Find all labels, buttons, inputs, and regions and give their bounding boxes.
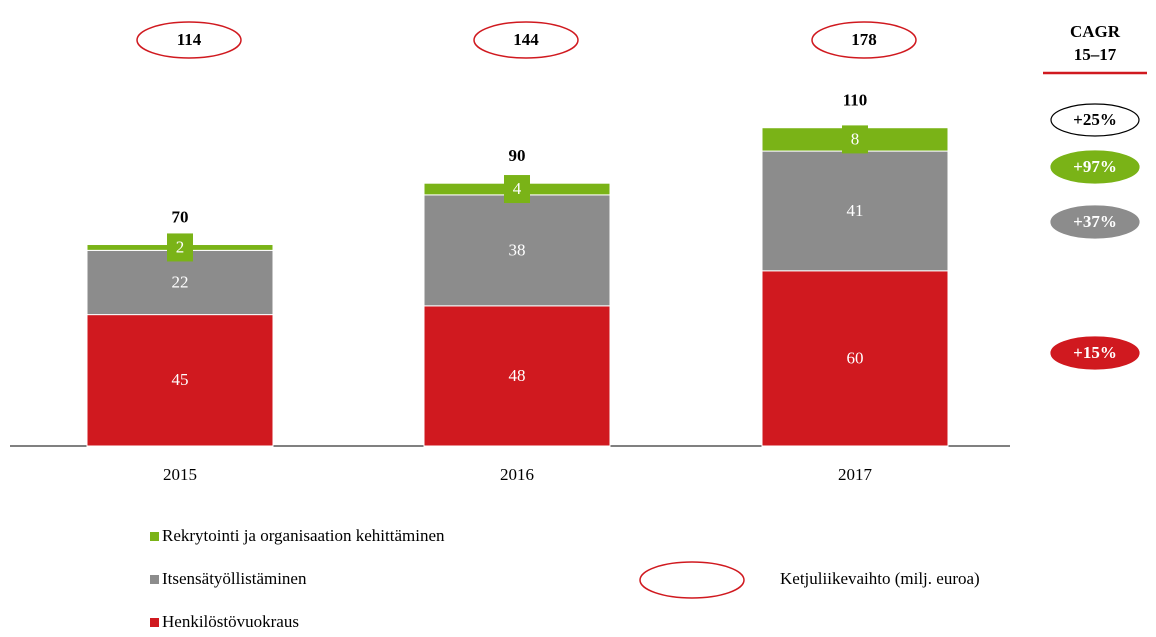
legend-label: Rekrytointi ja organisaation kehittämine… <box>162 526 445 545</box>
legend-label: Itsensätyöllistäminen <box>162 569 307 588</box>
segment-label: 48 <box>509 366 526 385</box>
segment-label: 2 <box>176 237 185 256</box>
segment-label: 4 <box>513 179 522 198</box>
cagr-label: +25% <box>1073 110 1117 129</box>
cagr-oval <box>1050 150 1140 184</box>
bar-segment <box>86 314 274 447</box>
cagr-oval <box>1050 103 1140 137</box>
segment-label: 8 <box>851 129 860 148</box>
bar-segment <box>761 270 949 447</box>
cagr-oval <box>1050 205 1140 239</box>
cagr-label: +15% <box>1073 343 1117 362</box>
revenue-label: 178 <box>851 30 877 49</box>
cagr-label: +37% <box>1073 212 1117 231</box>
segment-label: 60 <box>847 348 864 367</box>
x-tick-label: 2017 <box>838 465 873 484</box>
legend-swatch <box>150 532 159 541</box>
revenue-label: 144 <box>513 30 539 49</box>
total-label: 70 <box>172 207 189 226</box>
total-label: 110 <box>843 91 868 110</box>
legend-oval <box>639 561 745 599</box>
bar-segment <box>423 194 611 307</box>
revenue-oval <box>473 21 579 59</box>
cagr-title: CAGR <box>1070 22 1121 41</box>
x-tick-label: 2016 <box>500 465 534 484</box>
segment-label-box <box>167 233 193 262</box>
total-label: 90 <box>509 146 526 165</box>
segment-label-box <box>842 125 868 154</box>
segment-label: 22 <box>172 272 189 291</box>
cagr-period: 15–17 <box>1074 45 1117 64</box>
legend-swatch <box>150 618 159 627</box>
cagr-label: +97% <box>1073 157 1117 176</box>
segment-label: 45 <box>172 370 189 389</box>
segment-label: 41 <box>847 201 864 220</box>
revenue-label: 114 <box>177 30 202 49</box>
bar-segment <box>761 150 949 272</box>
legend-label: Henkilöstövuokraus <box>162 612 299 631</box>
bar-segment <box>423 305 611 447</box>
segment-label-box <box>504 175 530 204</box>
revenue-oval <box>811 21 917 59</box>
cagr-oval <box>1050 336 1140 370</box>
legend-label: Ketjuliikevaihto (milj. euroa) <box>780 569 980 588</box>
legend-swatch <box>150 575 159 584</box>
segment-label: 38 <box>509 240 526 259</box>
revenue-oval <box>136 21 242 59</box>
x-tick-label: 2015 <box>163 465 197 484</box>
